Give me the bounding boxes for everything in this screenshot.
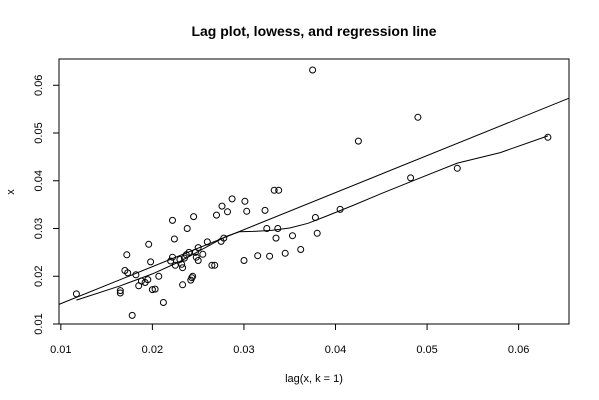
plot-frame <box>58 58 570 325</box>
data-point <box>170 235 178 243</box>
data-point <box>176 256 184 263</box>
data-point <box>213 211 220 219</box>
data-point <box>190 213 198 221</box>
data-point <box>147 258 155 266</box>
y-tick-label: 0.01 <box>33 313 45 334</box>
data-point <box>414 113 422 121</box>
chart-title: Lag plot, lowess, and regression line <box>191 23 436 39</box>
x-tick-label: 0.01 <box>50 344 71 356</box>
data-point <box>144 276 152 284</box>
data-point <box>116 289 124 297</box>
data-point <box>179 264 187 272</box>
fitted-lines <box>58 97 570 305</box>
data-point <box>243 207 251 215</box>
data-point <box>116 287 124 295</box>
data-point <box>309 66 317 74</box>
data-point <box>145 240 153 248</box>
data-point <box>179 281 187 289</box>
x-axis-label: lag(x, k = 1) <box>285 373 343 385</box>
data-point <box>281 249 289 257</box>
x-tick-label: 0.06 <box>508 344 529 356</box>
data-point <box>194 257 202 264</box>
y-axis: 0.01 0.02 0.03 0.04 0.05 0.06 <box>33 75 60 335</box>
data-point <box>171 261 179 269</box>
data-point <box>178 260 186 268</box>
data-point <box>132 271 140 279</box>
data-point <box>183 225 191 232</box>
data-point <box>224 208 231 216</box>
data-point <box>189 272 197 280</box>
data-point <box>203 238 211 246</box>
data-point <box>218 202 226 210</box>
data-point <box>336 205 344 213</box>
data-point <box>297 246 305 253</box>
data-point <box>148 286 156 294</box>
data-point <box>240 257 248 264</box>
data-point <box>313 229 321 237</box>
data-point <box>354 137 362 145</box>
data-point <box>220 234 228 242</box>
y-tick-label: 0.05 <box>33 122 45 143</box>
data-point <box>159 299 167 306</box>
x-tick-label: 0.03 <box>233 344 254 356</box>
data-point <box>407 174 415 182</box>
data-point <box>241 197 249 205</box>
data-point <box>123 251 131 259</box>
data-point <box>155 272 163 280</box>
scatter-points <box>72 66 552 319</box>
data-point <box>311 214 319 221</box>
data-point <box>128 311 136 319</box>
data-point <box>167 257 175 265</box>
data-point <box>208 261 216 269</box>
data-point <box>275 186 283 194</box>
x-tick-label: 0.05 <box>416 344 437 356</box>
data-point <box>289 232 296 240</box>
data-point <box>124 269 132 277</box>
y-tick-label: 0.06 <box>33 75 45 96</box>
data-point <box>254 252 262 260</box>
data-point <box>151 285 159 293</box>
data-point <box>137 277 145 285</box>
y-axis-label: x <box>5 189 17 195</box>
x-tick-label: 0.02 <box>142 344 163 356</box>
data-point <box>453 164 461 172</box>
data-point <box>188 274 196 282</box>
data-point <box>261 206 269 214</box>
y-tick-label: 0.04 <box>33 170 45 191</box>
data-point <box>194 244 202 252</box>
y-tick-label: 0.02 <box>33 266 45 287</box>
x-tick-label: 0.04 <box>325 344 346 356</box>
data-point <box>169 216 176 224</box>
data-point <box>211 261 219 269</box>
data-point <box>199 250 207 258</box>
data-point <box>169 253 176 261</box>
y-tick-label: 0.03 <box>33 218 45 239</box>
data-point <box>263 225 271 232</box>
data-point <box>228 195 236 203</box>
data-point <box>266 252 274 260</box>
data-point <box>270 186 278 194</box>
regression-line <box>58 97 570 305</box>
x-axis: 0.01 0.02 0.03 0.04 0.05 0.06 <box>50 323 529 356</box>
data-point <box>274 225 282 232</box>
data-point <box>544 133 552 141</box>
data-point <box>272 234 280 242</box>
data-point <box>72 290 80 298</box>
